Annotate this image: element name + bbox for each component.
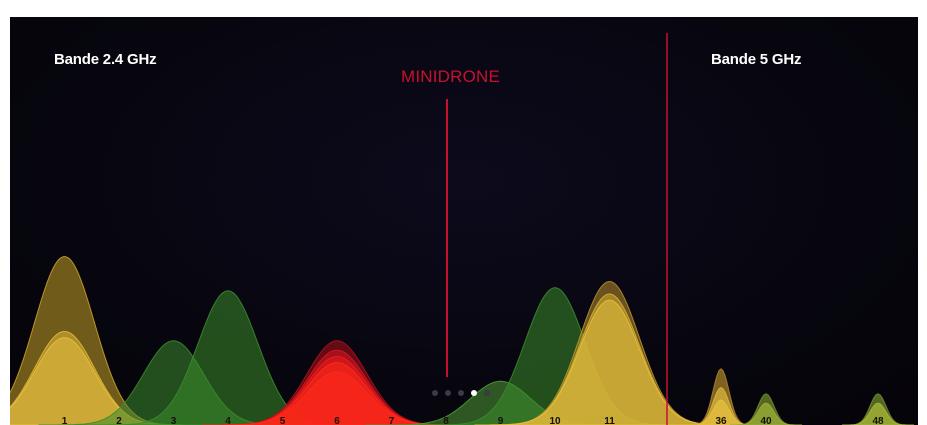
pager-dot-1[interactable] [432, 390, 438, 396]
channel-tick-8: 8 [443, 416, 449, 425]
channel-tick-10: 10 [549, 416, 561, 425]
channel-tick-3: 3 [171, 416, 177, 425]
wifi-spectrum-chart: 1 2 3 4 5 6 7 8 9 10 11 36 40 48 [10, 33, 914, 425]
channel-tick-2: 2 [116, 416, 122, 425]
channel-tick-36: 36 [715, 416, 727, 425]
channel-tick-1: 1 [62, 416, 68, 425]
pager-dots [432, 390, 490, 396]
channel-tick-5: 5 [280, 416, 286, 425]
chart-area: 1 2 3 4 5 6 7 8 9 10 11 36 40 48 Bande 2.4 GHz Bande … [10, 17, 918, 425]
band-5-title: Bande 5 GHz [711, 51, 802, 68]
minidrone-label: MINIDRONE [401, 67, 501, 86]
channel-tick-7: 7 [389, 416, 395, 425]
channel-tick-9: 9 [498, 416, 504, 425]
band-24-curves [10, 256, 745, 425]
channel-tick-40: 40 [760, 416, 772, 425]
pager-dot-3[interactable] [458, 390, 464, 396]
channel-tick-4: 4 [225, 416, 231, 425]
pager-dot-2[interactable] [445, 390, 451, 396]
channel-tick-48: 48 [872, 416, 884, 425]
pager-dot-5[interactable] [484, 390, 490, 396]
channel-tick-11: 11 [604, 416, 615, 425]
pager-dot-4[interactable] [471, 390, 477, 396]
band-24-title: Bande 2.4 GHz [54, 51, 157, 68]
channel-ticks: 1 2 3 4 5 6 7 8 9 10 11 36 40 48 [62, 416, 884, 425]
channel-tick-6: 6 [334, 416, 340, 425]
